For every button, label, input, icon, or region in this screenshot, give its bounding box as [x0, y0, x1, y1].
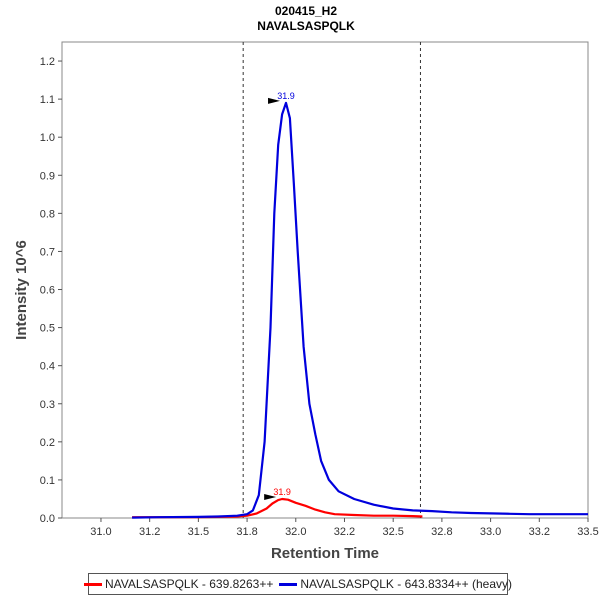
- x-axis: 31.0 31.2 31.5 31.8 32.0 32.2 32.5 32.8 33.0 33.2…: [90, 518, 599, 538]
- series-layer: 31.9 31.9: [132, 91, 588, 519]
- y-tick-label: 0.6: [40, 285, 55, 297]
- y-tick-label: 0.9: [40, 170, 55, 182]
- x-axis-title: Retention Time: [271, 545, 379, 562]
- y-tick-label: 0.8: [40, 208, 55, 220]
- y-tick-label: 0.1: [40, 475, 55, 487]
- x-tick-label: 33.2: [529, 526, 550, 538]
- y-tick-label: 0.5: [40, 323, 55, 335]
- y-tick-label: 1.1: [40, 94, 55, 106]
- x-tick-label: 31.0: [90, 526, 111, 538]
- legend-label-heavy: NAVALSASPQLK - 643.8334++ (heavy): [300, 577, 513, 591]
- chart-title: 020415_H2: [275, 4, 337, 18]
- x-tick-label: 32.5: [382, 526, 403, 538]
- peak-marker-light: [264, 493, 277, 500]
- legend-item-light: NAVALSASPQLK - 639.8263++: [84, 577, 273, 591]
- x-tick-label: 32.2: [334, 526, 355, 538]
- chart-subtitle: NAVALSASPQLK: [257, 19, 355, 33]
- legend-swatch-heavy: [279, 582, 298, 586]
- y-tick-label: 0.3: [40, 399, 55, 411]
- y-axis: 0.0 0.1 0.2 0.3 0.4 0.5 0.6 0.7 0.8 0.9 1.0 1.1 1.2: [40, 56, 62, 525]
- y-tick-label: 0.2: [40, 437, 55, 449]
- plot-area: [61, 41, 589, 519]
- peak-marker-heavy: [268, 97, 281, 104]
- y-tick-label: 0.4: [40, 361, 55, 373]
- x-tick-label: 31.2: [139, 526, 160, 538]
- y-tick-label: 1.2: [40, 56, 55, 68]
- x-tick-label: 33.5: [577, 526, 598, 538]
- y-tick-label: 1.0: [40, 132, 55, 144]
- peak-label-heavy: 31.9: [277, 91, 295, 101]
- legend-label-light: NAVALSASPQLK - 639.8263++: [105, 577, 274, 591]
- x-tick-label: 32.8: [431, 526, 452, 538]
- legend: NAVALSASPQLK - 639.8263++ NAVALSASPQLK -…: [84, 573, 512, 595]
- integration-boundaries: [242, 42, 421, 518]
- legend-item-heavy: NAVALSASPQLK - 643.8334++ (heavy): [279, 577, 512, 591]
- legend-swatch-light: [84, 582, 102, 586]
- x-tick-label: 31.5: [188, 526, 209, 538]
- x-tick-label: 32.0: [285, 526, 306, 538]
- y-tick-label: 0.0: [40, 513, 55, 525]
- y-tick-label: 0.7: [40, 246, 55, 258]
- x-tick-label: 33.0: [480, 526, 501, 538]
- peak-label-light: 31.9: [273, 487, 291, 497]
- y-axis-title: Intensity 10^6: [13, 240, 30, 340]
- series-line-heavy: [132, 101, 588, 519]
- x-tick-label: 31.8: [236, 526, 257, 538]
